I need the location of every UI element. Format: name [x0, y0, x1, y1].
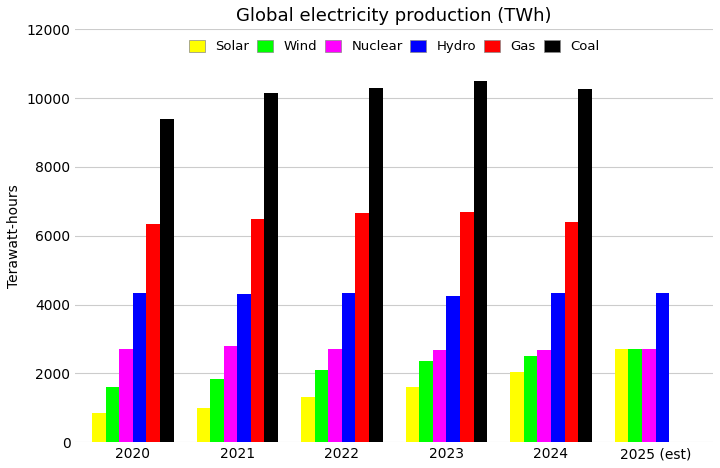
Legend: Solar, Wind, Nuclear, Hydro, Gas, Coal: Solar, Wind, Nuclear, Hydro, Gas, Coal	[185, 36, 603, 57]
Bar	[551, 292, 564, 442]
Bar	[119, 349, 132, 442]
Y-axis label: Terawatt-hours: Terawatt-hours	[7, 184, 21, 288]
Bar	[564, 222, 578, 442]
Bar	[524, 356, 537, 442]
Bar	[92, 413, 106, 442]
Bar	[405, 387, 419, 442]
Bar	[160, 119, 174, 442]
Bar	[224, 346, 238, 442]
Bar	[537, 351, 551, 442]
Bar	[419, 361, 433, 442]
Bar	[342, 292, 356, 442]
Bar	[433, 351, 446, 442]
Bar	[474, 81, 487, 442]
Bar	[106, 388, 119, 442]
Title: Global electricity production (TWh): Global electricity production (TWh)	[236, 7, 552, 25]
Bar	[132, 292, 146, 442]
Bar	[264, 93, 278, 442]
Bar	[356, 213, 369, 442]
Bar	[446, 296, 460, 442]
Bar	[629, 349, 642, 442]
Bar	[238, 294, 251, 442]
Bar	[642, 349, 655, 442]
Bar	[615, 349, 629, 442]
Bar	[210, 379, 224, 442]
Bar	[146, 224, 160, 442]
Bar	[315, 370, 328, 442]
Bar	[301, 397, 315, 442]
Bar	[460, 212, 474, 442]
Bar	[328, 349, 342, 442]
Bar	[578, 89, 592, 442]
Bar	[510, 372, 524, 442]
Bar	[197, 408, 210, 442]
Bar	[251, 219, 264, 442]
Bar	[655, 292, 669, 442]
Bar	[369, 88, 382, 442]
